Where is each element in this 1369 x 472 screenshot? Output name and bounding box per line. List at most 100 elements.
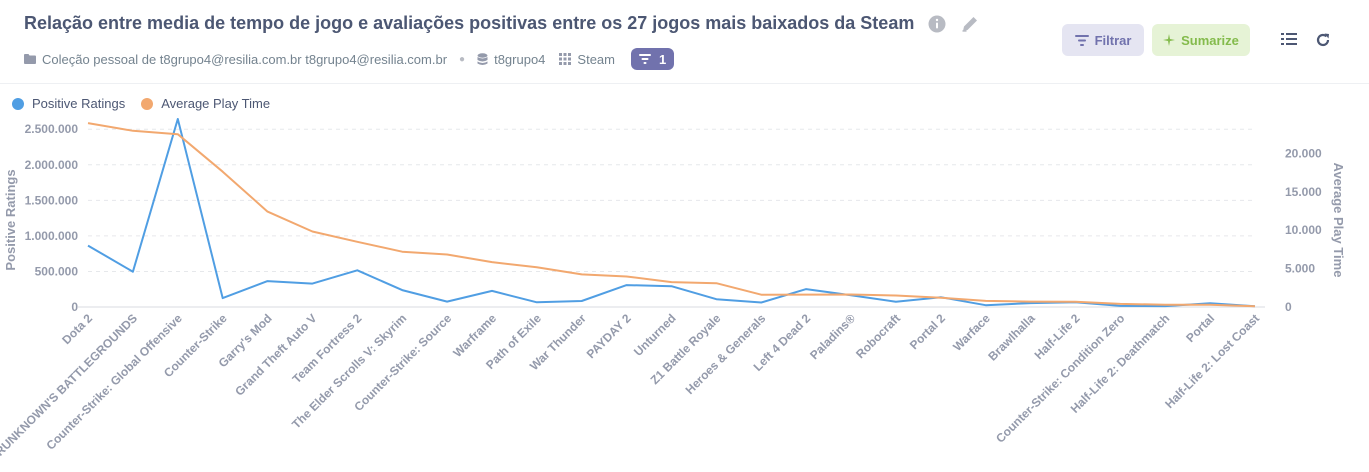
x-tick-label: PAYDAY 2: [584, 311, 634, 361]
legend-label: Average Play Time: [161, 96, 271, 111]
y-tick-label-left: 1.000.000: [25, 229, 79, 243]
chart-legend: Positive Ratings Average Play Time: [12, 96, 286, 111]
data-point: [490, 289, 494, 293]
x-tick-label: Warface: [950, 311, 993, 354]
legend-item-average-play-time[interactable]: Average Play Time: [141, 96, 270, 111]
data-point: [1118, 302, 1122, 306]
y-tick-label-right: 15.000: [1285, 185, 1322, 199]
x-tick-label: Heroes & Generals: [683, 311, 769, 397]
data-point: [804, 287, 808, 291]
x-tick-label: Unturned: [631, 311, 679, 359]
data-point: [625, 283, 629, 287]
data-point: [355, 240, 359, 244]
data-point: [355, 268, 359, 272]
data-point: [625, 274, 629, 278]
data-point: [939, 296, 943, 300]
y-tick-label-left: 0: [71, 300, 78, 314]
data-point: [266, 210, 270, 214]
data-point: [86, 121, 90, 125]
list-icon[interactable]: [1281, 32, 1297, 51]
legend-item-positive-ratings[interactable]: Positive Ratings: [12, 96, 125, 111]
data-point: [535, 300, 539, 304]
table-link[interactable]: Steam: [559, 52, 615, 67]
breadcrumb-separator: ●: [459, 53, 466, 65]
refresh-icon[interactable]: [1315, 32, 1331, 53]
data-point: [176, 132, 180, 136]
y-tick-label-left: 2.500.000: [25, 122, 79, 136]
grid-icon: [559, 53, 572, 65]
data-point: [894, 293, 898, 297]
data-point: [894, 300, 898, 304]
data-point: [849, 292, 853, 296]
plus-icon: [1163, 34, 1176, 46]
x-tick-label: Grand Theft Auto V: [232, 311, 319, 398]
y-tick-label-right: 0: [1285, 300, 1292, 314]
legend-label: Positive Ratings: [32, 96, 126, 111]
data-point: [759, 300, 763, 304]
data-point: [804, 293, 808, 297]
info-icon[interactable]: [928, 15, 946, 33]
data-point: [490, 260, 494, 264]
x-tick-label: Paladins®: [807, 311, 858, 362]
y-tick-label-left: 2.000.000: [25, 158, 79, 172]
filter-icon: [1074, 34, 1089, 46]
question-header: Relação entre media de tempo de jogo e a…: [0, 0, 1369, 84]
data-point: [445, 252, 449, 256]
data-point: [1163, 303, 1167, 307]
data-point: [1073, 300, 1077, 304]
filter-count-badge[interactable]: 1: [631, 48, 675, 70]
data-point: [759, 293, 763, 297]
collection-name: Coleção pessoal de t8grupo4@resilia.com.…: [42, 51, 448, 67]
folder-icon: [24, 54, 36, 64]
summarize-button-label: Sumarize: [1181, 32, 1239, 48]
question-title[interactable]: Relação entre media de tempo de jogo e a…: [24, 13, 915, 33]
filter-count: 1: [659, 51, 667, 67]
data-point: [984, 303, 988, 307]
data-point: [176, 117, 180, 121]
series-line-positive-ratings: [87, 118, 1256, 308]
y-tick-label-left: 1.500.000: [25, 193, 79, 207]
data-point: [86, 244, 90, 248]
y-tick-label-right: 20.000: [1285, 146, 1322, 160]
x-tick-label: Portal 2: [907, 311, 948, 352]
filter-button[interactable]: Filtrar: [1062, 24, 1144, 56]
data-point: [714, 281, 718, 285]
filter-icon: [639, 54, 651, 64]
data-point: [580, 299, 584, 303]
y-tick-label-right: 10.000: [1285, 223, 1322, 237]
data-point: [580, 272, 584, 276]
data-point: [445, 300, 449, 304]
database-link[interactable]: t8grupo4: [477, 52, 545, 67]
x-tick-label: Half-Life 2: Lost Coast: [1162, 311, 1262, 411]
data-point: [266, 279, 270, 283]
data-point: [1208, 303, 1212, 307]
pencil-icon[interactable]: [960, 14, 980, 34]
data-point: [221, 170, 225, 174]
collection-link[interactable]: Coleção pessoal de t8grupo4@resilia.com.…: [24, 52, 447, 67]
table-name: Steam: [577, 51, 615, 67]
data-point: [1253, 304, 1257, 308]
summarize-button[interactable]: Sumarize: [1152, 24, 1250, 56]
data-point: [310, 229, 314, 233]
data-point: [400, 288, 404, 292]
y-axis-title-left: Positive Ratings: [3, 169, 18, 270]
x-tick-label: Robocraft: [853, 311, 903, 361]
data-point: [670, 280, 674, 284]
legend-dot: [12, 97, 24, 110]
data-point: [131, 270, 135, 274]
filter-button-label: Filtrar: [1094, 32, 1132, 48]
data-point: [535, 265, 539, 269]
x-tick-label: Portal: [1183, 311, 1217, 345]
data-point: [714, 297, 718, 301]
y-axis-title-right: Average Play Time: [1331, 163, 1346, 278]
legend-dot: [141, 97, 154, 110]
series-line-average-play-time: [87, 122, 1256, 308]
y-tick-label-left: 500.000: [35, 264, 79, 278]
data-point: [1029, 300, 1033, 304]
data-point: [131, 129, 135, 133]
title-row: Relação entre media de tempo de jogo e a…: [24, 13, 980, 34]
database-name: t8grupo4: [494, 51, 546, 67]
database-icon: [477, 52, 488, 65]
data-point: [400, 250, 404, 254]
